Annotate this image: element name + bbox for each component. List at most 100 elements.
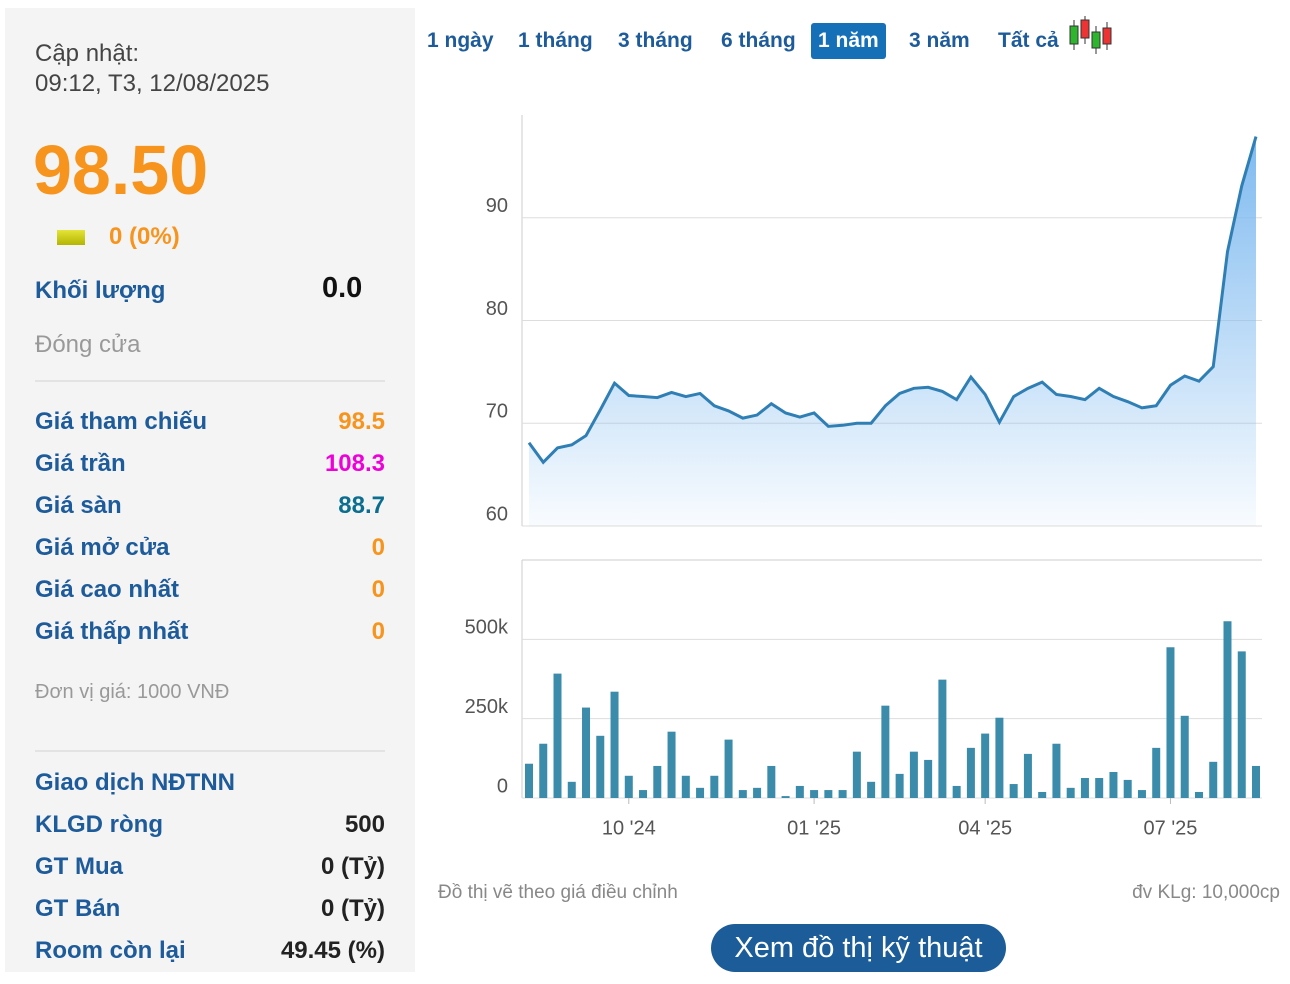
separator [35,750,385,752]
row-value: 0 [371,618,385,645]
row-label: Giá mở cửa [35,534,170,561]
foreign-value: 500 [344,811,385,838]
volume-bar [1137,790,1146,798]
volume-bar [781,796,790,798]
foreign-value: 0 (Tỷ) [320,853,385,880]
range-tab[interactable]: Tất cả [998,29,1059,52]
updated-time: 09:12, T3, 12/08/2025 [35,70,270,97]
foreign-value: 49.45 (%) [280,937,385,964]
updated-label: Cập nhật: [35,40,140,67]
volume-bar [810,790,819,798]
volume-bar [553,673,562,798]
volume-bar [639,790,648,798]
volume: 0.0 [322,272,363,304]
volume-bar [838,790,847,798]
volume-bar [895,773,904,798]
volume-bar [1123,779,1132,798]
y-tick-label: 90 [486,195,508,217]
price-line [527,136,1258,465]
row-label: Giá cao nhất [35,576,180,603]
unit-note: Đơn vị giá: 1000 VNĐ [35,681,230,703]
volume-bar [653,765,662,798]
volume-bar [753,787,762,798]
row-value: 88.7 [338,492,385,519]
volume-bar [924,759,933,798]
volume-bar [795,785,804,798]
y-tick-label: 60 [486,503,508,525]
row-label: Giá sàn [35,492,122,519]
volume-bar [525,763,533,798]
volume-bar [1095,778,1104,798]
volume-bar [1223,621,1232,798]
volume-bar [667,731,676,798]
volume-unit: đv KLg: 10,000cp [1132,882,1280,903]
range-tab[interactable]: 6 tháng [721,29,796,52]
volume-bar [1209,761,1218,798]
x-tick-label: 07 '25 [1144,817,1198,839]
volume-bar [567,781,576,798]
volume-bar [909,751,918,798]
row-value: 0 [371,534,385,561]
volume-bar [952,785,961,798]
volume-label: Khối lượng [35,277,166,304]
foreign-label: GT Bán [35,895,121,922]
volume-bar [1252,765,1260,798]
volume-bar [1009,784,1018,798]
y-tick-label: 0 [497,775,508,797]
volume-bar [724,739,733,798]
row-label: Giá tham chiếu [35,408,208,435]
y-tick-label: 250k [465,696,509,718]
y-tick-label: 80 [486,298,508,320]
row-label: Giá thấp nhất [35,618,189,645]
volume-bar [852,751,861,798]
volume-bar [995,717,1004,798]
volume-bar [539,743,548,798]
volume-bar [966,747,975,798]
foreign-label: GT Mua [35,853,123,880]
volume-bar [624,775,633,798]
row-value: 98.5 [338,408,385,435]
x-tick-label: 01 '25 [787,817,841,839]
status: Đóng cửa [35,331,141,358]
volume-bar [1180,715,1189,798]
volume-bar [738,790,747,798]
volume-bar [1080,778,1089,798]
price: 98.50 [33,131,209,209]
foreign-label: Room còn lại [35,937,186,964]
chart-note: Đồ thị vẽ theo giá điều chỉnh [438,882,678,903]
range-tab[interactable]: 3 tháng [618,29,693,52]
volume-bar [681,775,690,798]
range-tab[interactable]: 1 tháng [518,29,593,52]
volume-bar [938,679,947,798]
volume-bar [1152,747,1161,798]
volume-bar [767,765,776,798]
foreign-value: 0 (Tỷ) [320,895,385,922]
volume-bar [610,691,619,798]
separator [35,380,385,382]
volume-bar [1052,743,1061,798]
volume-bar [1194,791,1203,798]
volume-bar [1038,791,1047,798]
range-tab[interactable]: 1 năm [811,23,886,59]
volume-bar [696,787,705,798]
volume-bar [824,790,833,798]
range-tab[interactable]: 3 năm [909,29,970,52]
sidebar [5,8,415,972]
volume-bar [1066,787,1075,798]
volume-bar [596,735,605,798]
volume-bar [881,705,890,798]
row-label: Giá trần [35,450,126,477]
foreign-title: Giao dịch NĐTNN [35,769,236,796]
volume-bar [710,775,719,798]
technical-chart-button[interactable]: Xem đồ thị kỹ thuật [711,924,1006,972]
foreign-label: KLGD ròng [35,811,163,838]
volume-bar [1109,771,1118,798]
range-tab[interactable]: 1 ngày [427,29,494,52]
x-tick-label: 04 '25 [958,817,1012,839]
x-tick-label: 10 '24 [602,817,656,839]
flat-icon [57,230,85,245]
candle-icon[interactable] [1068,16,1112,56]
volume-bar [981,733,990,798]
volume-bar [1166,647,1175,798]
